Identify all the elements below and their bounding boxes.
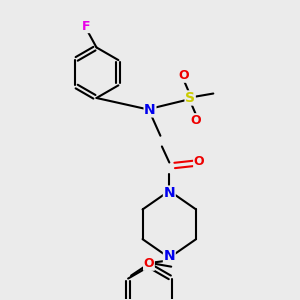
Text: O: O [144,257,154,270]
Text: F: F [82,20,90,33]
Text: S: S [185,91,195,105]
Text: O: O [179,69,190,82]
Text: N: N [164,248,175,262]
Text: N: N [164,186,175,200]
Text: O: O [194,155,204,168]
Text: N: N [144,103,156,117]
Text: O: O [191,114,201,127]
